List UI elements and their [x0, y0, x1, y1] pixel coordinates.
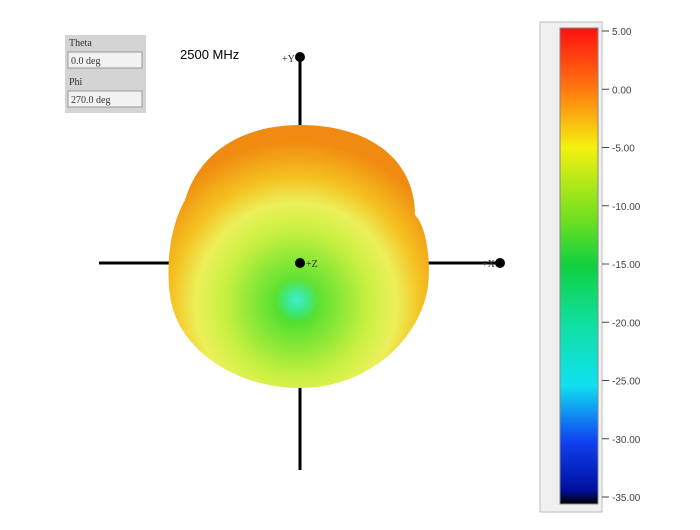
- y-axis-end: [295, 52, 305, 62]
- colorbar-label: 0.00: [612, 85, 632, 96]
- colorbar-label: -35.00: [612, 493, 641, 504]
- colorbar: [559, 27, 599, 505]
- y-axis-label: +Y: [282, 54, 295, 65]
- z-axis-label: +Z: [306, 259, 318, 270]
- phi-field[interactable]: [67, 90, 143, 108]
- x-axis-label: +X: [482, 259, 496, 270]
- theta-label: Theta: [69, 38, 92, 49]
- colorbar-label: -30.00: [612, 435, 641, 446]
- radiation-pattern: [168, 125, 429, 388]
- origin: [295, 258, 305, 268]
- pattern-minimum: [275, 278, 319, 322]
- theta-field[interactable]: [67, 51, 143, 69]
- phi-label: Phi: [69, 77, 83, 88]
- theta-value: 0.0 deg: [71, 56, 100, 67]
- phi-value: 270.0 deg: [71, 95, 110, 106]
- colorbar-label: -5.00: [612, 144, 635, 155]
- colorbar-label: 5.00: [612, 27, 632, 38]
- frequency: 2500 MHz: [180, 47, 239, 62]
- x-axis-end: [495, 258, 505, 268]
- colorbar-label: -25.00: [612, 377, 641, 388]
- colorbar-label: -15.00: [612, 260, 641, 271]
- colorbar-label: -10.00: [612, 202, 641, 213]
- colorbar-label: -20.00: [612, 318, 641, 329]
